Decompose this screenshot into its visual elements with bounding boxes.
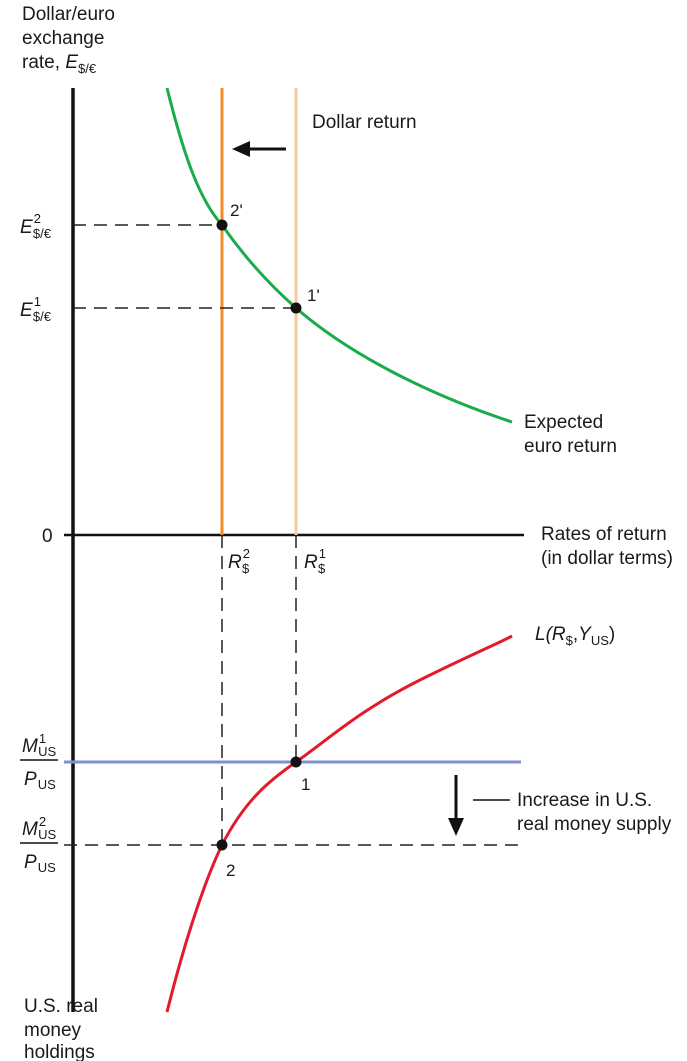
bottom-axis-title: U.S. real money holdings [24, 996, 103, 1061]
money-demand-label: L(R$,YUS) [535, 624, 615, 648]
point-label-1-prime: 1' [307, 286, 320, 305]
exchange-rate-subscript: $/€ [78, 61, 97, 76]
svg-text:PUS: PUS [24, 769, 56, 792]
dollar-return-label: Dollar return [312, 112, 417, 133]
down-arrow-icon [448, 775, 464, 836]
expected-euro-return-curve [165, 87, 513, 424]
money-supply-m2-label: M2 US PUS [20, 814, 58, 875]
equilibrium-point-2-prime [216, 219, 228, 231]
y-axis-title-line-3: rate, E$/€ [22, 52, 97, 76]
exchange-rate-e1-label: E1 $/€ [20, 294, 52, 324]
equilibrium-point-2 [216, 839, 228, 851]
exchange-rate-e2-label: E2 $/€ [20, 211, 52, 241]
point-label-2-prime: 2' [230, 201, 243, 220]
interest-rate-r2-label: R2 $ [228, 546, 250, 576]
left-arrow-icon [232, 141, 286, 157]
exchange-rate-symbol: E [65, 52, 78, 73]
svg-text:PUS: PUS [24, 852, 56, 875]
expected-euro-return-label: Expected euro return [524, 412, 617, 457]
point-label-1: 1 [301, 775, 310, 794]
y-axis-title: Dollar/euro exchange [22, 4, 120, 49]
equilibrium-point-1-prime [290, 302, 302, 314]
equilibrium-point-1 [290, 756, 302, 768]
y-axis-title-line-2: exchange [22, 28, 104, 49]
origin-label: 0 [42, 526, 53, 547]
point-label-2: 2 [226, 861, 235, 880]
money-supply-increase-label: Increase in U.S. real money supply [517, 790, 672, 835]
interest-rate-r1-label: R1 $ [304, 546, 326, 576]
money-supply-m1-label: M1 US PUS [20, 731, 58, 792]
x-axis-title: Rates of return (in dollar terms) [541, 524, 673, 569]
y-axis-title-line-1: Dollar/euro [22, 4, 115, 25]
